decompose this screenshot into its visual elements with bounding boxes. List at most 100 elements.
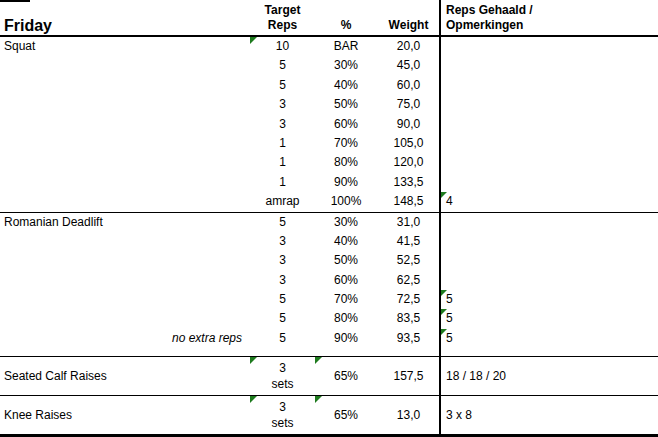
notes-cell[interactable]: 3 x 8 <box>440 396 658 434</box>
exercise-name-cell[interactable]: Romanian Deadlift <box>0 213 250 232</box>
exercise-name-cell[interactable]: Squat <box>0 37 250 56</box>
notes-cell[interactable] <box>440 95 658 114</box>
exercise-name-cell[interactable] <box>0 115 250 134</box>
target-reps-cell[interactable]: 1 <box>250 173 315 192</box>
notes-cell[interactable] <box>440 251 658 270</box>
target-reps-cell[interactable]: 5 <box>250 56 315 75</box>
target-reps-cell[interactable]: 5 <box>250 76 315 95</box>
exercise-name-cell[interactable]: Seated Calf Raises <box>0 357 250 395</box>
percent-cell[interactable]: 70% <box>315 290 377 309</box>
notes-cell[interactable] <box>440 37 658 56</box>
target-reps-cell[interactable]: 3 <box>250 95 315 114</box>
exercise-name-cell[interactable] <box>0 76 250 95</box>
percent-cell[interactable]: 90% <box>315 173 377 192</box>
weight-cell[interactable]: 133,5 <box>377 173 440 192</box>
weight-cell[interactable]: 157,5 <box>377 357 440 395</box>
weight-cell[interactable]: 52,5 <box>377 251 440 270</box>
percent-cell[interactable]: BAR <box>315 37 377 56</box>
notes-cell[interactable] <box>440 153 658 172</box>
percent-cell[interactable]: 60% <box>315 115 377 134</box>
exercise-name-cell[interactable] <box>0 309 250 328</box>
weight-cell[interactable]: 45,0 <box>377 56 440 75</box>
exercise-name-cell[interactable] <box>0 192 250 211</box>
exercise-name-cell[interactable] <box>0 134 250 153</box>
header-cell-weight[interactable]: Weight <box>377 0 440 35</box>
percent-cell[interactable]: 80% <box>315 309 377 328</box>
notes-cell[interactable] <box>440 271 658 290</box>
notes-cell[interactable] <box>440 173 658 192</box>
percent-cell[interactable]: 40% <box>315 232 377 251</box>
target-reps-cell[interactable]: 5 <box>250 290 315 309</box>
percent-cell[interactable]: 50% <box>315 95 377 114</box>
weight-cell[interactable]: 93,5 <box>377 329 440 348</box>
target-reps-cell[interactable]: 3 <box>250 251 315 270</box>
notes-cell[interactable] <box>440 56 658 75</box>
percent-cell[interactable]: 70% <box>315 134 377 153</box>
notes-cell[interactable]: 18 / 18 / 20 <box>440 357 658 395</box>
notes-cell[interactable] <box>440 134 658 153</box>
weight-cell[interactable]: 120,0 <box>377 153 440 172</box>
percent-cell[interactable]: 30% <box>315 213 377 232</box>
exercise-name-cell[interactable] <box>0 56 250 75</box>
exercise-name-cell[interactable] <box>0 290 250 309</box>
header-cell-day[interactable]: Friday <box>0 0 250 35</box>
weight-cell[interactable]: 148,5 <box>377 192 440 211</box>
target-reps-cell[interactable]: 5 <box>250 309 315 328</box>
header-cell-notes[interactable]: Reps Gehaald / Opmerkingen <box>440 0 658 35</box>
percent-cell[interactable]: 40% <box>315 76 377 95</box>
header-cell-target-reps[interactable]: Target Reps <box>250 0 315 35</box>
percent-cell[interactable]: 65% <box>315 357 377 395</box>
percent-cell[interactable]: 30% <box>315 56 377 75</box>
exercise-row: 360%62,5 <box>0 271 658 290</box>
percent-cell[interactable]: 50% <box>315 251 377 270</box>
weight-cell[interactable]: 31,0 <box>377 213 440 232</box>
target-reps-cell[interactable]: 3 <box>250 271 315 290</box>
weight-cell[interactable]: 83,5 <box>377 309 440 328</box>
exercise-name-cell[interactable] <box>0 251 250 270</box>
exercise-name-cell[interactable] <box>0 95 250 114</box>
target-reps-cell[interactable]: 5 <box>250 213 315 232</box>
exercise-name-cell[interactable] <box>0 271 250 290</box>
notes-cell[interactable] <box>440 76 658 95</box>
weight-cell[interactable]: 105,0 <box>377 134 440 153</box>
weight-cell[interactable]: 75,0 <box>377 95 440 114</box>
exercise-row: 350%52,5 <box>0 251 658 270</box>
notes-cell[interactable]: 5 <box>440 329 658 348</box>
target-reps-cell[interactable]: 5 <box>250 329 315 348</box>
notes-cell[interactable]: 4 <box>440 192 658 211</box>
notes-cell[interactable]: 5 <box>440 290 658 309</box>
notes-cell[interactable] <box>440 115 658 134</box>
target-reps-cell[interactable]: 3 <box>250 232 315 251</box>
target-reps-cell[interactable]: 3 <box>250 115 315 134</box>
exercise-name-cell[interactable]: Knee Raises <box>0 396 250 434</box>
weight-cell[interactable]: 72,5 <box>377 290 440 309</box>
weight-cell[interactable]: 90,0 <box>377 115 440 134</box>
target-reps-cell[interactable]: 10 <box>250 37 315 56</box>
exercise-name-cell[interactable]: no extra reps <box>0 329 250 348</box>
percent-cell[interactable]: 100% <box>315 192 377 211</box>
exercise-name-cell[interactable] <box>0 232 250 251</box>
weight-cell[interactable]: 60,0 <box>377 76 440 95</box>
percent-cell[interactable]: 90% <box>315 329 377 348</box>
notes-cell[interactable] <box>440 213 658 232</box>
weight-cell[interactable]: 62,5 <box>377 271 440 290</box>
target-reps-cell[interactable]: 1 <box>250 134 315 153</box>
target-reps-cell[interactable]: 3sets <box>250 357 315 395</box>
target-reps-cell[interactable]: 3sets <box>250 396 315 434</box>
header-cell-percent[interactable]: % <box>315 0 377 35</box>
target-reps-cell[interactable]: amrap <box>250 192 315 211</box>
weight-cell[interactable]: 41,5 <box>377 232 440 251</box>
error-triangle-icon <box>440 309 447 316</box>
percent-cell[interactable]: 60% <box>315 271 377 290</box>
percent-cell[interactable]: 80% <box>315 153 377 172</box>
exercise-name-cell[interactable] <box>0 153 250 172</box>
target-reps-cell[interactable]: 1 <box>250 153 315 172</box>
percent-cell[interactable]: 65% <box>315 396 377 434</box>
weight-cell[interactable]: 13,0 <box>377 396 440 434</box>
exercise-row: 360%90,0 <box>0 115 658 134</box>
target-reps-value: 5 <box>279 78 286 92</box>
notes-cell[interactable] <box>440 232 658 251</box>
exercise-name-cell[interactable] <box>0 173 250 192</box>
weight-cell[interactable]: 20,0 <box>377 37 440 56</box>
notes-cell[interactable]: 5 <box>440 309 658 328</box>
